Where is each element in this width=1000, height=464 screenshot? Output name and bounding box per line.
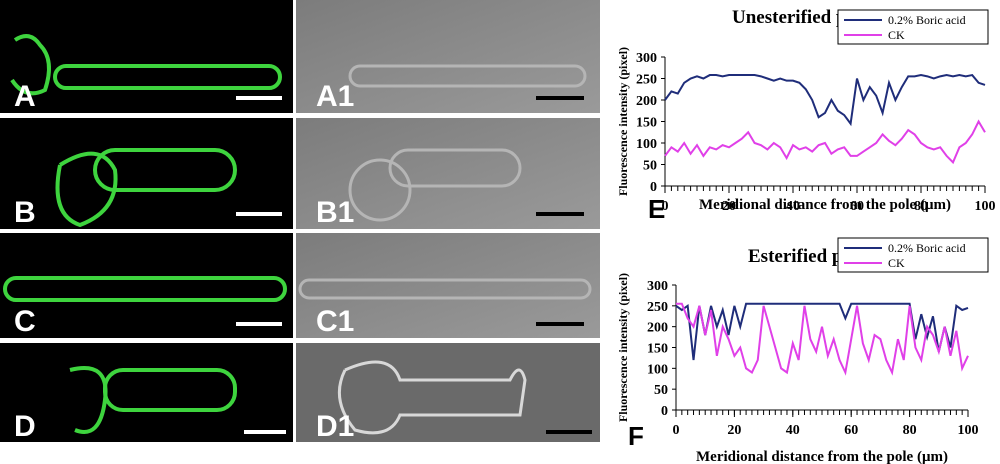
brightfield bbox=[298, 64, 592, 435]
legend-label: 0.2% Boric acid bbox=[888, 13, 966, 27]
panel-label: A1 bbox=[316, 80, 354, 113]
series-line bbox=[675, 302, 969, 361]
image-b bbox=[0, 118, 293, 229]
y-tick-label: 300 bbox=[647, 279, 668, 294]
legend-label: 0.2% Boric acid bbox=[888, 241, 966, 255]
x-axis-label: Meridional distance from the pole (μm) bbox=[696, 449, 948, 464]
fluorescence bbox=[3, 34, 287, 434]
y-tick-label: 0 bbox=[661, 404, 668, 419]
image-a1 bbox=[296, 0, 600, 113]
series-line bbox=[676, 302, 969, 376]
y-tick-label: 100 bbox=[636, 137, 657, 152]
legend-label: CK bbox=[888, 28, 905, 42]
x-tick-label: 100 bbox=[958, 423, 979, 438]
x-tick-label: 40 bbox=[786, 199, 800, 214]
x-tick-label: 0 bbox=[673, 423, 680, 438]
panel-label: D bbox=[14, 410, 36, 443]
panel-label: D1 bbox=[316, 410, 354, 443]
series-line bbox=[664, 73, 986, 127]
x-tick-label: 0 bbox=[662, 199, 669, 214]
y-tick-label: 100 bbox=[647, 362, 668, 377]
panel-label: B bbox=[14, 196, 36, 229]
legend bbox=[837, 9, 989, 45]
legend-label: CK bbox=[888, 256, 905, 270]
y-tick-label: 0 bbox=[650, 180, 657, 195]
y-axis-label: Fluorescence intensity (pixel) bbox=[616, 47, 630, 196]
x-tick-label: 40 bbox=[786, 423, 800, 438]
x-tick-label: 20 bbox=[727, 423, 741, 438]
y-axis-label: Fluorescence intensity (pixel) bbox=[616, 273, 630, 422]
y-tick-label: 300 bbox=[636, 51, 657, 66]
x-axis-label: Meridional distance from the pole (μm) bbox=[699, 197, 951, 213]
panel-label: C1 bbox=[316, 305, 354, 338]
scale-bars bbox=[236, 96, 592, 434]
y-tick-label: 200 bbox=[636, 94, 657, 109]
y-tick-label: 150 bbox=[647, 342, 668, 357]
x-tick-label: 100 bbox=[975, 199, 996, 214]
legend bbox=[837, 237, 989, 273]
x-tick-label: 80 bbox=[914, 199, 928, 214]
y-tick-label: 250 bbox=[647, 300, 668, 315]
panel-label: A bbox=[14, 80, 36, 113]
y-tick-label: 200 bbox=[647, 321, 668, 336]
micrographs: A A1 B B1 C C1 D D1 bbox=[0, 0, 600, 443]
panel-label: B1 bbox=[316, 196, 354, 229]
panel-label: F bbox=[628, 421, 644, 451]
x-tick-label: 80 bbox=[903, 423, 917, 438]
panel-label: C bbox=[14, 305, 36, 338]
y-tick-label: 50 bbox=[643, 159, 657, 174]
image-d1 bbox=[296, 343, 600, 442]
x-tick-label: 60 bbox=[850, 199, 864, 214]
panel-label: E bbox=[648, 194, 665, 224]
x-tick-label: 60 bbox=[844, 423, 858, 438]
y-tick-label: 50 bbox=[654, 383, 668, 398]
image-c1 bbox=[296, 233, 600, 338]
x-tick-label: 20 bbox=[722, 199, 736, 214]
series-line bbox=[664, 119, 986, 165]
image-c bbox=[0, 233, 293, 338]
y-tick-label: 150 bbox=[636, 116, 657, 131]
y-tick-label: 250 bbox=[636, 73, 657, 88]
image-d bbox=[0, 343, 293, 442]
image-b1 bbox=[296, 118, 600, 229]
